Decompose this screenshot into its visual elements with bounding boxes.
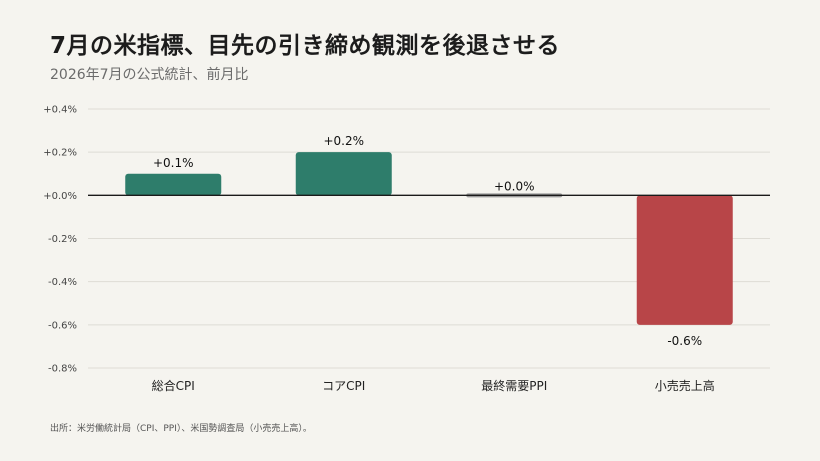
x-category-label: 最終需要PPI: [481, 378, 547, 393]
data-label: -0.6%: [667, 334, 702, 348]
category-labels: 総合CPI コアCPI 最終需要PPI 小売売上高: [152, 378, 715, 393]
data-label: +0.2%: [323, 134, 364, 148]
bar: [295, 152, 392, 196]
y-tick-label: +0.2%: [43, 148, 77, 159]
y-tick-label: +0.4%: [43, 105, 77, 116]
bars: [125, 152, 733, 325]
source-note: 出所：米労働統計局（CPI、PPI）、米国勢調査局（小売売上高）。: [50, 424, 312, 434]
chart-title: 7月の米指標、目先の引き締め観測を後退させる: [50, 33, 561, 59]
data-label: +0.1%: [153, 156, 194, 170]
y-axis-ticks: +0.4% +0.2% +0.0% -0.2% -0.4% -0.6% -0.8%: [43, 105, 77, 375]
y-tick-label: -0.8%: [48, 364, 77, 375]
chart-subtitle: 2026年7月の公式統計、前月比: [50, 67, 249, 83]
y-tick-label: -0.4%: [48, 277, 77, 288]
bar: [125, 173, 222, 196]
x-category-label: 小売売上高: [655, 378, 715, 393]
x-category-label: コアCPI: [322, 379, 365, 393]
data-labels: +0.1% +0.2% +0.0% -0.6%: [153, 134, 702, 348]
data-label: +0.0%: [494, 179, 535, 193]
y-tick-label: -0.2%: [48, 234, 77, 245]
x-category-label: 総合CPI: [152, 378, 195, 393]
y-tick-label: +0.0%: [43, 191, 77, 202]
bar: [636, 195, 733, 325]
y-tick-label: -0.6%: [48, 320, 77, 331]
